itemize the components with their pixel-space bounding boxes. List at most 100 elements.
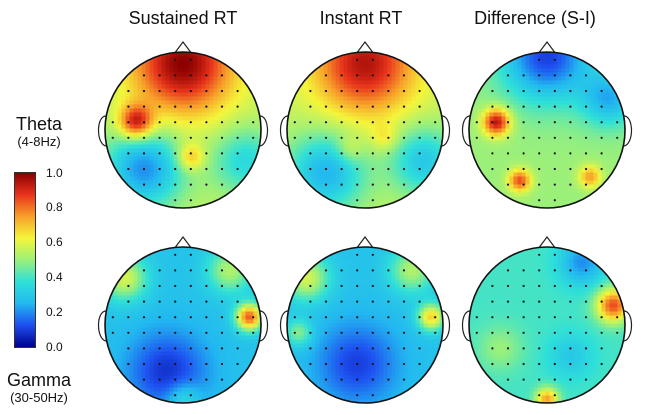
nose-outline [355, 41, 375, 55]
electrode-dot [418, 105, 421, 108]
electrode-dot [127, 136, 130, 139]
electrode-dot [569, 183, 572, 186]
electrode-dot [584, 269, 588, 272]
electrode-dot [522, 74, 525, 77]
electrode-dot [616, 121, 619, 124]
electrode-dot [434, 316, 437, 319]
electrode-dot [553, 378, 556, 381]
electrode-dot [174, 183, 177, 186]
heat-field [105, 52, 261, 208]
electrode-dot [189, 167, 192, 171]
electrode-dot [402, 136, 406, 139]
electrode-dot [356, 347, 359, 350]
electrode-dot [402, 316, 406, 319]
electrode-dot [324, 269, 328, 272]
electrode-dot [340, 74, 343, 77]
electrode-dot [538, 331, 541, 334]
electrode-dot [522, 152, 525, 155]
electrode-dot [220, 269, 224, 272]
electrode-dot [236, 152, 239, 155]
electrode-dot [189, 269, 192, 272]
electrode-dot [522, 183, 525, 186]
electrode-dot [584, 74, 588, 77]
electrode-dot [491, 105, 494, 108]
electrode-dot [553, 269, 556, 272]
electrode-dot [127, 300, 130, 303]
electrode-dot [324, 378, 328, 381]
electrode-dot [569, 269, 572, 272]
electrode-dot [616, 316, 619, 319]
electrode-dot [371, 316, 374, 319]
electrode-dot [584, 331, 588, 334]
electrode-dot [356, 152, 359, 155]
electrode-dot [340, 269, 343, 272]
colorbar-tick: 0.6 [46, 235, 63, 249]
electrode-dot [142, 362, 146, 366]
electrode-dot [189, 347, 192, 350]
electrode-dot [220, 284, 224, 288]
topomap-theta-sustained [97, 41, 269, 209]
electrode-dot [371, 300, 374, 303]
electrode-dot [569, 378, 572, 381]
electrode-dot [371, 253, 374, 256]
electrode-dot [158, 362, 161, 366]
electrode-dot [174, 269, 177, 272]
electrode-dot [356, 284, 359, 288]
electrode-dot [553, 300, 556, 303]
electrode-dot [189, 121, 192, 124]
electrode-dot [189, 74, 192, 77]
left-ear-outline [279, 310, 289, 342]
column-title-difference: Difference (S-I) [474, 8, 596, 28]
electrode-dot [418, 152, 421, 155]
electrode-dot [127, 316, 130, 319]
electrode-dot [506, 167, 510, 171]
electrode-dot [553, 347, 556, 350]
electrode-dot [584, 152, 588, 155]
electrode-dot [538, 74, 541, 77]
colorbar-tick: 0.4 [46, 270, 63, 284]
electrode-layer [475, 58, 619, 202]
electrode-dot [506, 152, 510, 155]
electrode-dot [220, 347, 224, 350]
electrode-dot [506, 89, 510, 93]
electrode-dot [553, 152, 556, 155]
electrode-dot [569, 74, 572, 77]
electrode-dot [174, 316, 177, 319]
electrode-dot [538, 347, 541, 350]
electrode-dot [174, 121, 177, 124]
electrode-dot [584, 347, 588, 350]
electrode-dot [600, 136, 603, 139]
electrode-dot [142, 105, 146, 108]
electrode-dot [553, 74, 556, 77]
electrode-dot [600, 284, 603, 288]
electrode-dot [538, 89, 541, 93]
electrode-dot [387, 136, 390, 139]
electrode-dot [418, 136, 421, 139]
electrode-dot [189, 253, 192, 256]
electrode-dot [600, 121, 603, 124]
electrode-dot [189, 152, 192, 155]
right-ear-outline [623, 310, 633, 342]
electrode-dot [205, 183, 208, 186]
electrode-dot [371, 347, 374, 350]
electrode-dot [402, 269, 406, 272]
electrode-dot [127, 167, 130, 171]
electrode-dot [553, 284, 556, 288]
heat-field [469, 247, 625, 403]
electrode-dot [371, 183, 374, 186]
electrode-dot [189, 58, 192, 61]
electrode-dot [356, 105, 359, 108]
electrode-dot [522, 269, 525, 272]
electrode-dot [340, 300, 343, 303]
electrode-dot [475, 136, 478, 139]
electrode-dot [371, 378, 374, 381]
electrode-dot [371, 362, 374, 366]
electrode-dot [371, 136, 374, 139]
electrode-dot [538, 199, 541, 202]
electrode-dot [293, 136, 296, 139]
electrode-dot [569, 121, 572, 124]
electrode-dot [475, 121, 478, 124]
electrode-dot [538, 58, 541, 61]
electrode-dot [553, 331, 556, 334]
electrode-dot [356, 199, 359, 202]
